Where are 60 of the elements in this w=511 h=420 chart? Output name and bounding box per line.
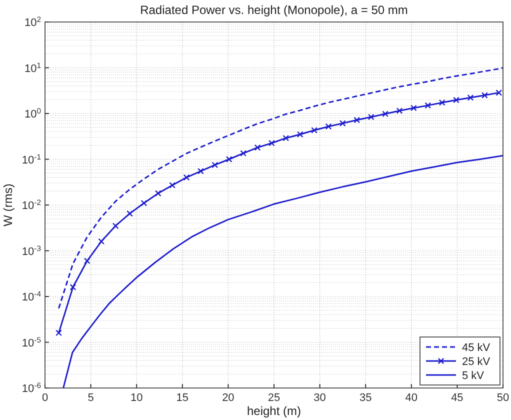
legend-label: 45 kV xyxy=(462,342,491,354)
y-tick-label: 10$^{-3}$ xyxy=(22,243,41,258)
point xyxy=(112,222,119,230)
point xyxy=(424,102,432,109)
point xyxy=(354,116,360,124)
point xyxy=(438,99,446,106)
point xyxy=(98,238,105,245)
y-tick-label: 10$^{1}$ xyxy=(24,60,41,75)
line-series xyxy=(58,67,503,310)
point xyxy=(183,174,190,181)
point xyxy=(296,131,304,138)
y-tick-label: 10$^{0}$ xyxy=(24,106,41,120)
point xyxy=(325,123,332,130)
chart-title: Radiated Power vs. height (Monopole), a = 50 mm xyxy=(140,3,408,17)
point xyxy=(84,258,90,264)
line-series xyxy=(62,154,503,388)
point xyxy=(467,94,474,101)
point xyxy=(254,144,261,151)
x-tick-label: 5 xyxy=(88,392,94,404)
point xyxy=(226,156,232,162)
x-axis-title: height (m) xyxy=(246,404,302,418)
point xyxy=(154,190,162,197)
point xyxy=(481,92,488,98)
point xyxy=(496,89,502,96)
point xyxy=(368,114,374,120)
x-tick-label: 25 xyxy=(268,392,280,404)
point xyxy=(282,134,290,142)
x-tick-label: 30 xyxy=(314,392,326,404)
x-tick-label: 15 xyxy=(176,392,189,404)
y-tick-label: 10$^{-2}$ xyxy=(22,198,41,212)
point xyxy=(212,162,218,168)
point xyxy=(70,284,76,290)
point xyxy=(396,108,403,114)
x-tick-label: 20 xyxy=(222,392,234,404)
point xyxy=(382,110,388,118)
point xyxy=(340,120,346,127)
point xyxy=(126,210,133,217)
y-tick-label: 10$^{-4}$ xyxy=(22,289,42,304)
point xyxy=(198,168,204,174)
x-tick-label: 45 xyxy=(451,392,464,404)
point xyxy=(268,140,275,146)
y-tick-label: 10$^{-1}$ xyxy=(22,152,41,166)
legend-label: 5 kV xyxy=(462,370,485,382)
y-tick-label: 10$^{-5}$ xyxy=(22,334,41,350)
point xyxy=(311,127,318,134)
y-axis-title: W (rms) xyxy=(1,184,15,226)
x-tick-label: 0 xyxy=(42,392,48,404)
point xyxy=(169,182,176,188)
legend-label: 25 kV xyxy=(462,356,491,368)
point xyxy=(240,150,247,156)
x-tick-label: 50 xyxy=(496,392,510,404)
point xyxy=(56,330,62,336)
point xyxy=(453,96,460,104)
y-tick-label: 10$^{2}$ xyxy=(24,14,41,29)
x-tick-label: 10 xyxy=(130,392,143,404)
y-tick-label: 10$^{-6}$ xyxy=(22,380,41,395)
point xyxy=(140,200,148,206)
x-tick-label: 35 xyxy=(359,392,372,404)
point xyxy=(410,104,417,112)
x-tick-label: 40 xyxy=(405,392,418,404)
